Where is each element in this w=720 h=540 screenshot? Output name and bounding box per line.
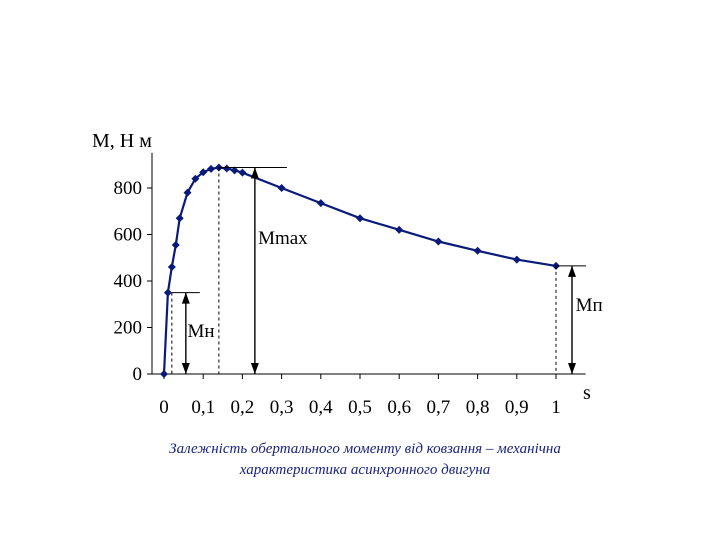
x-tick-label: 0,9 (505, 397, 529, 418)
data-point (473, 246, 482, 255)
x-tick-label: 0,3 (270, 397, 294, 418)
data-point (207, 164, 216, 173)
data-point (167, 263, 176, 272)
data-point (199, 168, 208, 177)
y-axis-title: М, Н м (92, 130, 152, 152)
y-tick-label: 800 (114, 178, 143, 199)
y-tick-label: 400 (114, 271, 143, 292)
mp-arrow-head-bottom (568, 363, 576, 374)
data-point (356, 214, 364, 223)
x-tick-label: 0,6 (387, 397, 411, 418)
data-point (191, 174, 200, 183)
mmax-arrow-head-bottom (250, 363, 259, 374)
mn-arrow-head-bottom (181, 363, 190, 374)
chart-axes: 0 200 400 600 800 0 0,1 0,2 0,3 0,4 0,5 0,6 0,7 0,8 0,… (92, 130, 591, 418)
data-point (395, 225, 404, 234)
data-point (277, 184, 286, 192)
data-point (160, 370, 168, 378)
x-tick-label: 0,7 (427, 397, 451, 418)
mn-arrow-head-top (181, 292, 190, 304)
data-point (175, 214, 184, 223)
data-point (434, 237, 443, 246)
mp-label: Мп (576, 295, 603, 316)
figure-caption: Залежність обертального моменту від ковз… (110, 439, 620, 481)
y-tick-label: 600 (114, 225, 143, 246)
x-tick-label: 0,2 (231, 397, 255, 418)
x-tick-label: 0,1 (191, 397, 215, 418)
mn-label: Мн (188, 321, 215, 342)
data-point (230, 166, 239, 175)
series-line (162, 166, 557, 375)
caption-line-1: Залежність обертального моменту від ковз… (169, 441, 561, 457)
x-tick-label: 1 (551, 397, 561, 418)
data-point (238, 168, 247, 177)
y-tick-label: 200 (114, 318, 143, 339)
x-tick-label: 0 (159, 397, 169, 418)
chart-series (160, 163, 560, 378)
torque-slip-chart: 0 200 400 600 800 0 0,1 0,2 0,3 0,4 0,5 0,6 0,7 0,8 0,… (92, 130, 603, 418)
mp-arrow-head-top (568, 265, 576, 277)
chart-annotations: Мн Мmax Мп (171, 167, 603, 374)
mmax-label: Мmax (258, 228, 308, 249)
data-point (316, 199, 325, 208)
data-point (512, 255, 521, 264)
data-point (222, 164, 231, 173)
y-tick-label: 0 (133, 364, 143, 385)
x-axis-title: s (583, 382, 591, 404)
data-point (183, 188, 192, 197)
caption-line-2: характеристика асинхронного двигуна (239, 462, 491, 478)
data-point (171, 240, 180, 249)
x-tick-label: 0,5 (348, 397, 372, 418)
x-tick-label: 0,4 (309, 397, 333, 418)
data-point (163, 288, 172, 297)
mmax-arrow-head-top (250, 167, 259, 179)
x-tick-label: 0,8 (466, 397, 490, 418)
